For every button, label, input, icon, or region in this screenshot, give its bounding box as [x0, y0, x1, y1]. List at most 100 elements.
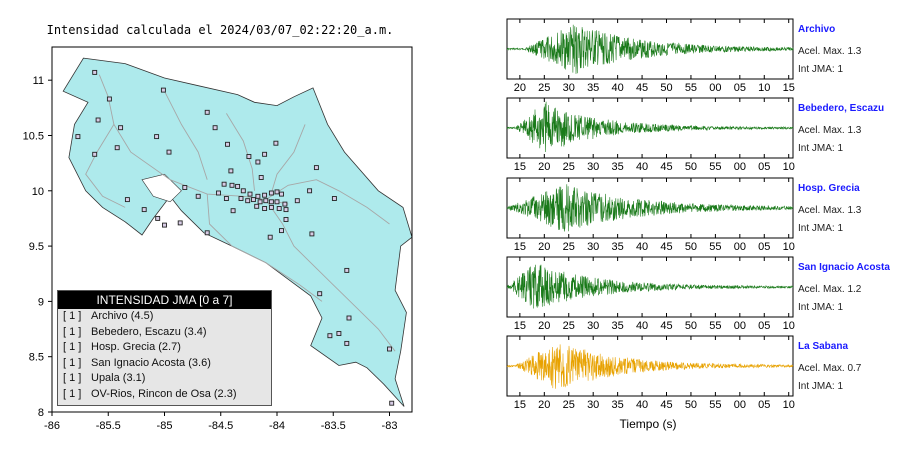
waveform-xtick-label: 25	[538, 82, 550, 94]
waveform-intensity: Int JMA: 1	[798, 64, 844, 75]
waveform-xtick-label: 55	[709, 320, 721, 332]
station-marker	[223, 196, 229, 201]
map-ytick-label: 9.5	[29, 241, 44, 253]
station-marker	[282, 201, 288, 207]
station-marker	[263, 198, 269, 204]
station-marker	[313, 165, 319, 171]
waveform-xtick-label: 30	[587, 241, 599, 253]
waveform-xtick-label: 30	[587, 399, 599, 411]
waveform-xtick-label: 30	[587, 320, 599, 332]
station-marker	[216, 190, 221, 196]
legend-item-name: Bebedero, Escazu (3.4)	[91, 325, 207, 338]
waveform-intensity: Int JMA: 1	[798, 143, 844, 154]
waveform-xtick-label: 45	[660, 399, 672, 411]
waveform-xtick-label: 25	[563, 399, 575, 411]
map-xtick-label: -84	[269, 420, 285, 432]
road	[206, 194, 323, 302]
station-marker	[228, 168, 234, 174]
map-ytick-label: 10	[32, 186, 44, 198]
road	[265, 179, 390, 225]
waveform-xtick-label: 10	[758, 82, 770, 94]
waveform-xtick-label: 15	[514, 320, 526, 332]
station-marker	[344, 267, 350, 273]
legend-item: [ 1 ] Bebedero, Escazu (3.4)	[58, 325, 271, 341]
station-marker	[274, 199, 280, 205]
station-marker	[247, 191, 253, 197]
legend-item-level: [ 1 ]	[63, 341, 82, 353]
station-marker	[268, 199, 274, 205]
waveform-xtick-label: 35	[612, 399, 624, 411]
station-marker	[245, 198, 251, 204]
map-xtick-label: -84.5	[208, 420, 233, 432]
station-marker	[154, 134, 160, 140]
station-marker	[92, 151, 98, 157]
station-marker	[155, 215, 161, 221]
station-marker	[267, 234, 273, 240]
waveform-peak-accel: Acel. Max. 1.3	[798, 125, 862, 136]
station-marker	[262, 206, 268, 211]
station-marker	[255, 193, 261, 199]
waveform-xtick-label: 50	[685, 241, 697, 253]
waveform-xtick-label: 10	[783, 241, 795, 253]
station-marker	[262, 192, 268, 198]
waveform-xtick-label: 50	[685, 399, 697, 411]
legend-item-level: [ 1 ]	[63, 372, 82, 384]
waveform-xtick-label: 05	[758, 399, 770, 411]
station-marker	[327, 333, 333, 339]
waveform-xtick-label: 55	[709, 241, 721, 253]
legend-title: INTENSIDAD JMA [0 a 7]	[58, 291, 271, 309]
waveform-xtick-label: 05	[758, 320, 770, 332]
station-marker	[195, 193, 201, 199]
waveform-xtick-label: 15	[514, 161, 526, 173]
legend-item-level: [ 1 ]	[63, 356, 82, 369]
station-marker	[389, 400, 395, 406]
legend-item: [ 1 ] Archivo (4.5)	[58, 309, 271, 325]
gulf-of-nicoya	[141, 173, 182, 203]
station-marker	[246, 154, 252, 159]
legend-item-name: San Ignacio Acosta (3.6)	[91, 356, 211, 369]
waveform-station-name: Hosp. Grecia	[798, 183, 860, 194]
station-marker	[114, 145, 120, 151]
station-marker	[279, 228, 284, 234]
map-xtick-label: -85	[157, 420, 173, 432]
waveform-xtick-label: 40	[636, 241, 648, 253]
map-ytick-label: 8	[38, 407, 44, 419]
station-marker	[257, 199, 263, 205]
legend-item: [ 1 ] San Ignacio Acosta (3.6)	[58, 356, 271, 372]
waveform-xtick-label: 15	[783, 82, 795, 94]
map-ytick-label: 8.5	[29, 352, 44, 364]
station-marker	[95, 117, 101, 123]
station-marker	[331, 196, 337, 201]
waveform-xtick-label: 25	[563, 320, 575, 332]
road	[270, 124, 306, 194]
legend-item-name: Archivo (4.5)	[91, 310, 154, 322]
waveform-xtick-label: 50	[685, 161, 697, 173]
station-marker	[283, 207, 289, 213]
legend-item-name: Upala (3.1)	[91, 372, 146, 384]
waveform-intensity: Int JMA: 1	[798, 223, 844, 234]
station-marker	[268, 204, 274, 210]
waveform-peak-accel: Acel. Max. 1.3	[798, 46, 862, 57]
waveform-xtick-label: 35	[612, 161, 624, 173]
waveform-peak-accel: Acel. Max. 0.7	[798, 363, 862, 374]
station-marker	[387, 346, 392, 352]
waveform-xtick-label: 50	[685, 320, 697, 332]
waveform-xtick-label: 05	[758, 161, 770, 173]
station-marker	[268, 190, 274, 196]
station-marker	[336, 331, 342, 336]
road	[164, 90, 208, 180]
station-marker	[238, 196, 244, 201]
waveform-xtick-label: 25	[563, 161, 575, 173]
waveform-xtick-label: 15	[514, 399, 526, 411]
station-marker	[274, 189, 280, 195]
station-marker	[254, 203, 260, 209]
legend-item: [ 1 ] Upala (3.1)	[58, 371, 271, 387]
station-marker	[225, 141, 230, 147]
waveform-xtick-label: 45	[660, 161, 672, 173]
waveform-xtick-label: 20	[538, 320, 550, 332]
waveform-xtick-label: 10	[783, 320, 795, 332]
waveform-peak-accel: Acel. Max. 1.2	[798, 284, 862, 295]
waveform-xtick-label: 55	[709, 161, 721, 173]
waveform-xtick-label: 40	[636, 399, 648, 411]
